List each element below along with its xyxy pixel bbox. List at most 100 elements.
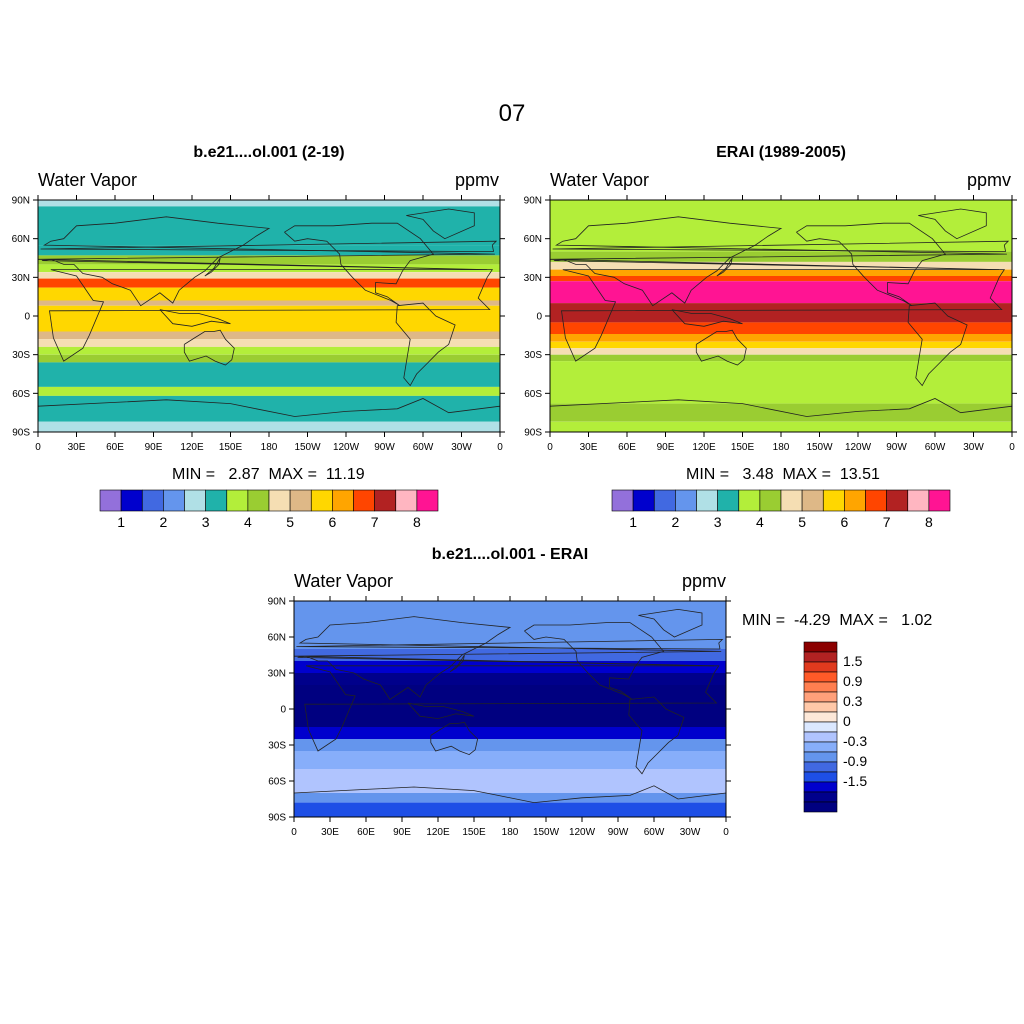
lat-tick-label: 0 [536, 312, 542, 323]
colorbar-swatch [99, 489, 122, 512]
colorbar-swatch [247, 489, 270, 512]
colorbar-swatch [803, 761, 838, 773]
colorbar-swatch [823, 489, 845, 512]
contour-band [550, 269, 1012, 276]
colorbar-label: 8 [413, 514, 421, 530]
contour-band [294, 601, 726, 649]
lon-tick-label: 0 [291, 827, 297, 838]
lat-tick-label: 30S [268, 741, 286, 752]
contour-band [294, 727, 726, 739]
lon-tick-label: 0 [723, 827, 729, 838]
colorbar-label: 1.5 [843, 653, 863, 669]
colorbar-swatch [395, 489, 418, 512]
coastline-4 [183, 329, 235, 366]
lon-tick-label: 30E [68, 442, 86, 453]
lon-tick-label: 30W [963, 442, 984, 453]
coastline-7 [671, 309, 743, 327]
contour-band [38, 331, 500, 340]
lat-tick-label: 30N [268, 669, 286, 680]
coastline-8 [296, 638, 724, 650]
panel-3-units-label: ppmv [682, 571, 727, 591]
colorbar-label: 7 [883, 514, 891, 530]
contour-band [38, 255, 500, 265]
lon-tick-label: 120E [692, 442, 716, 453]
lon-tick-label: 0 [497, 442, 503, 453]
panel-1-colorbar: 1 2 3 4 5 6 7 8 [99, 489, 439, 530]
colorbar-label: 0 [843, 713, 851, 729]
contour-band [294, 751, 726, 769]
panel-2-min-max: MIN = 3.48 MAX = 13.51 [686, 466, 880, 483]
colorbar-label: 2 [672, 514, 680, 530]
colorbar-swatch [226, 489, 249, 512]
colorbar-swatch [803, 641, 838, 653]
lon-tick-label: 150E [462, 827, 486, 838]
contour-band [294, 661, 726, 673]
lat-tick-label: 60N [12, 234, 30, 245]
lon-tick-label: 90W [374, 442, 395, 453]
lon-tick-label: 150W [533, 827, 560, 838]
lon-tick-label: 90E [393, 827, 411, 838]
coastline-5 [406, 208, 475, 240]
colorbar-swatch [632, 489, 655, 512]
colorbar-label: 2 [160, 514, 168, 530]
colorbar-swatch [803, 691, 838, 703]
colorbar-label: 3 [714, 514, 722, 530]
contour-band [550, 421, 1012, 432]
colorbar-swatch [803, 671, 838, 683]
lon-tick-label: 30W [680, 827, 701, 838]
contour-band [550, 361, 1012, 404]
coastline-8 [552, 240, 1010, 252]
colorbar-label: 4 [244, 514, 252, 530]
contour-band [294, 673, 726, 685]
coastline-1 [293, 616, 722, 700]
panel-3-map: 0 30E 60E 90E 120E 150E 180 150W 120W 90W 60W 30W 09… [268, 596, 731, 838]
colorbar-swatch [803, 751, 838, 763]
contour-band [550, 341, 1012, 349]
page-title: 07 [498, 100, 526, 127]
contour-band [550, 276, 1012, 282]
lat-tick-label: 30N [12, 273, 30, 284]
contour-band [38, 264, 500, 273]
colorbar-swatch [163, 489, 185, 512]
contour-band [38, 300, 500, 306]
lat-tick-label: 60S [524, 389, 542, 400]
lat-tick-label: 30S [12, 350, 30, 361]
coastline-3 [628, 696, 685, 775]
colorbar-label: -0.3 [843, 733, 867, 749]
lon-tick-label: 120W [845, 442, 872, 453]
colorbar-swatch [928, 489, 951, 512]
contour-band [294, 685, 726, 727]
panel-2-units-label: ppmv [967, 170, 1012, 190]
colorbar-swatch [717, 489, 739, 512]
lon-tick-label: 0 [35, 442, 41, 453]
colorbar-swatch [696, 489, 718, 512]
colorbar-label: 3 [202, 514, 210, 530]
panel-3-variable-label: Water Vapor [294, 571, 394, 591]
contour-band [550, 303, 1012, 323]
colorbar-label: -1.5 [843, 773, 867, 789]
lon-tick-label: 30W [451, 442, 472, 453]
lon-tick-label: 60W [644, 827, 665, 838]
panel-2-variable-label: Water Vapor [550, 170, 650, 190]
colorbar-swatch [611, 489, 634, 512]
coastline-1 [37, 216, 495, 307]
lon-tick-label: 120E [180, 442, 204, 453]
coastline-6 [549, 398, 1013, 417]
colorbar-swatch [801, 489, 824, 512]
contour-band [38, 354, 500, 363]
lat-tick-label: 30N [524, 273, 542, 284]
colorbar-label: 6 [329, 514, 337, 530]
colorbar-swatch [803, 681, 838, 693]
contour-band [550, 403, 1012, 422]
coastline-0 [561, 269, 1006, 362]
contour-band [38, 278, 500, 288]
panel-3-colorbar: 1.5 0.9 0.3 0 -0.3 -0.9 -1.5 [803, 641, 867, 813]
contour-band [550, 334, 1012, 342]
lon-tick-label: 180 [261, 442, 278, 453]
lon-tick-label: 60W [413, 442, 434, 453]
lon-tick-label: 60E [357, 827, 375, 838]
colorbar-label: 8 [925, 514, 933, 530]
coastline-5 [918, 208, 987, 240]
coastline-3 [907, 302, 968, 387]
coastline-8 [40, 240, 498, 252]
